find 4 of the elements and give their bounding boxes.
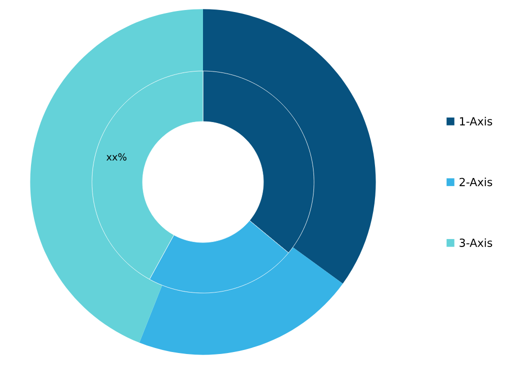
legend-label: 1-Axis: [460, 116, 492, 126]
legend-label: 2-Axis: [460, 178, 492, 186]
legend-label: 3-Axis: [460, 238, 492, 247]
text: xx%: [106, 153, 126, 161]
